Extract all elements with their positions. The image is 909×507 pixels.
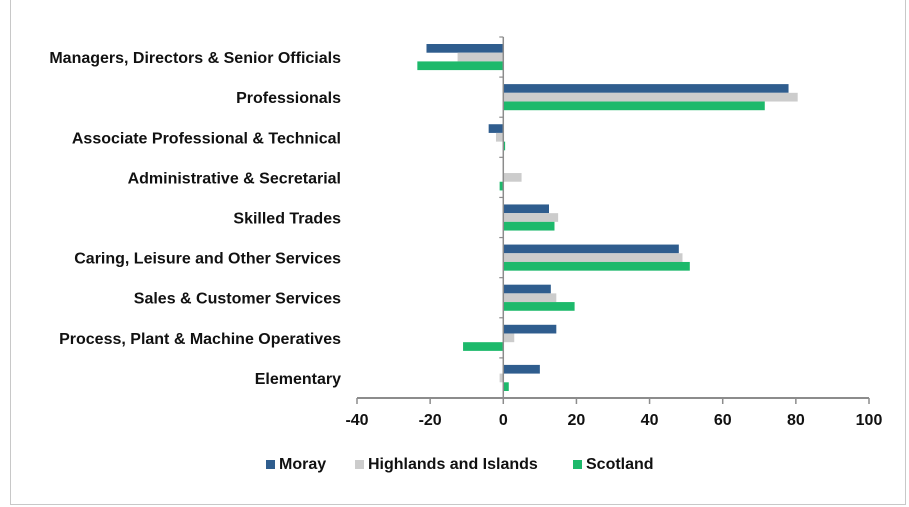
x-tick-label-0: -40 bbox=[345, 412, 368, 429]
bar-moray-5 bbox=[503, 244, 679, 254]
category-label-4: Skilled Trades bbox=[233, 211, 341, 228]
bar-highlands-and-islands-3 bbox=[503, 173, 522, 182]
bar-scotland-7 bbox=[463, 342, 504, 351]
bar-highlands-and-islands-1 bbox=[503, 92, 798, 102]
legend-swatch-0 bbox=[266, 460, 275, 469]
category-label-1: Professionals bbox=[236, 90, 341, 107]
bar-scotland-5 bbox=[503, 261, 690, 271]
x-tick-label-6: 80 bbox=[787, 412, 805, 429]
legend-label-2: Scotland bbox=[586, 456, 654, 473]
x-tick-label-3: 20 bbox=[568, 412, 586, 429]
category-label-0: Managers, Directors & Senior Officials bbox=[49, 50, 341, 67]
x-tick-label-7: 100 bbox=[856, 412, 883, 429]
bar-highlands-and-islands-6 bbox=[503, 293, 557, 303]
bar-scotland-3 bbox=[499, 181, 504, 191]
category-label-7: Process, Plant & Machine Operatives bbox=[59, 331, 341, 348]
bars-group bbox=[417, 44, 798, 391]
bar-highlands-and-islands-8 bbox=[499, 373, 504, 383]
x-tick-label-4: 40 bbox=[641, 412, 659, 429]
bar-scotland-1 bbox=[503, 101, 765, 111]
bar-moray-0 bbox=[426, 44, 504, 53]
bar-scotland-4 bbox=[503, 221, 555, 231]
category-label-6: Sales & Customer Services bbox=[134, 291, 341, 308]
category-label-8: Elementary bbox=[255, 371, 341, 388]
bar-moray-2 bbox=[488, 124, 504, 133]
category-label-3: Administrative & Secretarial bbox=[128, 170, 341, 187]
legend-label-1: Highlands and Islands bbox=[368, 456, 538, 473]
legend: Moray Highlands and Islands Scotland bbox=[266, 456, 654, 473]
x-tick-label-2: 0 bbox=[499, 412, 508, 429]
axis-group: -40 -20 0 20 40 60 80 100 bbox=[345, 36, 883, 429]
category-label-2: Associate Professional & Technical bbox=[72, 130, 341, 147]
bar-scotland-6 bbox=[503, 302, 575, 311]
bar-highlands-and-islands-4 bbox=[503, 213, 559, 222]
category-label-5: Caring, Leisure and Other Services bbox=[74, 251, 341, 268]
bar-moray-4 bbox=[503, 204, 549, 214]
bar-moray-1 bbox=[503, 84, 789, 93]
bar-highlands-and-islands-2 bbox=[495, 132, 504, 142]
legend-swatch-2 bbox=[573, 460, 582, 469]
bar-highlands-and-islands-7 bbox=[503, 333, 515, 343]
chart-frame bbox=[10, 0, 906, 505]
bar-highlands-and-islands-5 bbox=[503, 253, 683, 262]
bar-moray-8 bbox=[503, 364, 540, 374]
legend-label-0: Moray bbox=[279, 456, 326, 473]
category-labels: Managers, Directors & Senior Officials Pr… bbox=[49, 50, 341, 388]
bar-moray-7 bbox=[503, 324, 557, 334]
bar-highlands-and-islands-0 bbox=[457, 52, 504, 62]
bar-scotland-2 bbox=[503, 141, 506, 151]
bar-moray-6 bbox=[503, 284, 551, 294]
x-tick-label-5: 60 bbox=[714, 412, 732, 429]
bar-scotland-8 bbox=[503, 382, 509, 391]
bar-scotland-0 bbox=[417, 61, 504, 71]
legend-swatch-1 bbox=[355, 460, 364, 469]
x-tick-label-1: -20 bbox=[419, 412, 442, 429]
